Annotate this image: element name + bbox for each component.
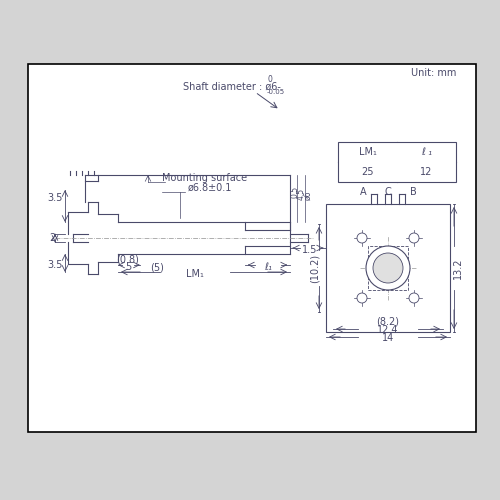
Bar [338,142,456,182]
Text: C: C [384,187,392,197]
Text: 13.2: 13.2 [453,257,463,279]
Text: 14: 14 [382,333,394,343]
Text: LM₁: LM₁ [358,147,376,157]
Text: LM₁: LM₁ [186,269,204,279]
Text: (5): (5) [150,262,164,272]
Text: (0.8): (0.8) [116,254,140,264]
Bar [28,64,476,432]
Circle shape [366,246,410,290]
Text: ø6: ø6 [304,190,312,200]
Circle shape [409,233,419,243]
Text: 3.5: 3.5 [48,260,63,270]
Text: ø6.8±0.1: ø6.8±0.1 [188,183,232,193]
Text: 1.5: 1.5 [302,245,318,255]
Text: 4.5: 4.5 [296,188,306,200]
Text: 2: 2 [49,233,55,243]
Text: 0: 0 [267,75,272,84]
Circle shape [357,293,367,303]
Text: B: B [410,187,416,197]
Circle shape [409,293,419,303]
Text: 12.4: 12.4 [378,325,399,335]
Text: A: A [360,187,366,197]
Text: 3.5: 3.5 [48,193,63,203]
Text: 0.5: 0.5 [290,186,300,198]
Text: ℓ₁: ℓ₁ [264,262,272,272]
Text: Mounting surface: Mounting surface [162,173,248,183]
Text: Shaft diameter : ø6-: Shaft diameter : ø6- [183,82,281,92]
Text: Unit: mm: Unit: mm [410,68,456,78]
Circle shape [357,233,367,243]
Text: 12: 12 [420,167,432,177]
Text: 25: 25 [361,167,374,177]
Text: (10.2): (10.2) [310,254,320,282]
Circle shape [373,253,403,283]
Bar [368,246,408,290]
Bar [326,204,450,332]
Text: 5: 5 [125,262,131,272]
Text: -0.05: -0.05 [267,89,285,95]
Text: ℓ ₁: ℓ ₁ [421,147,432,157]
Text: (8.2): (8.2) [376,316,400,326]
